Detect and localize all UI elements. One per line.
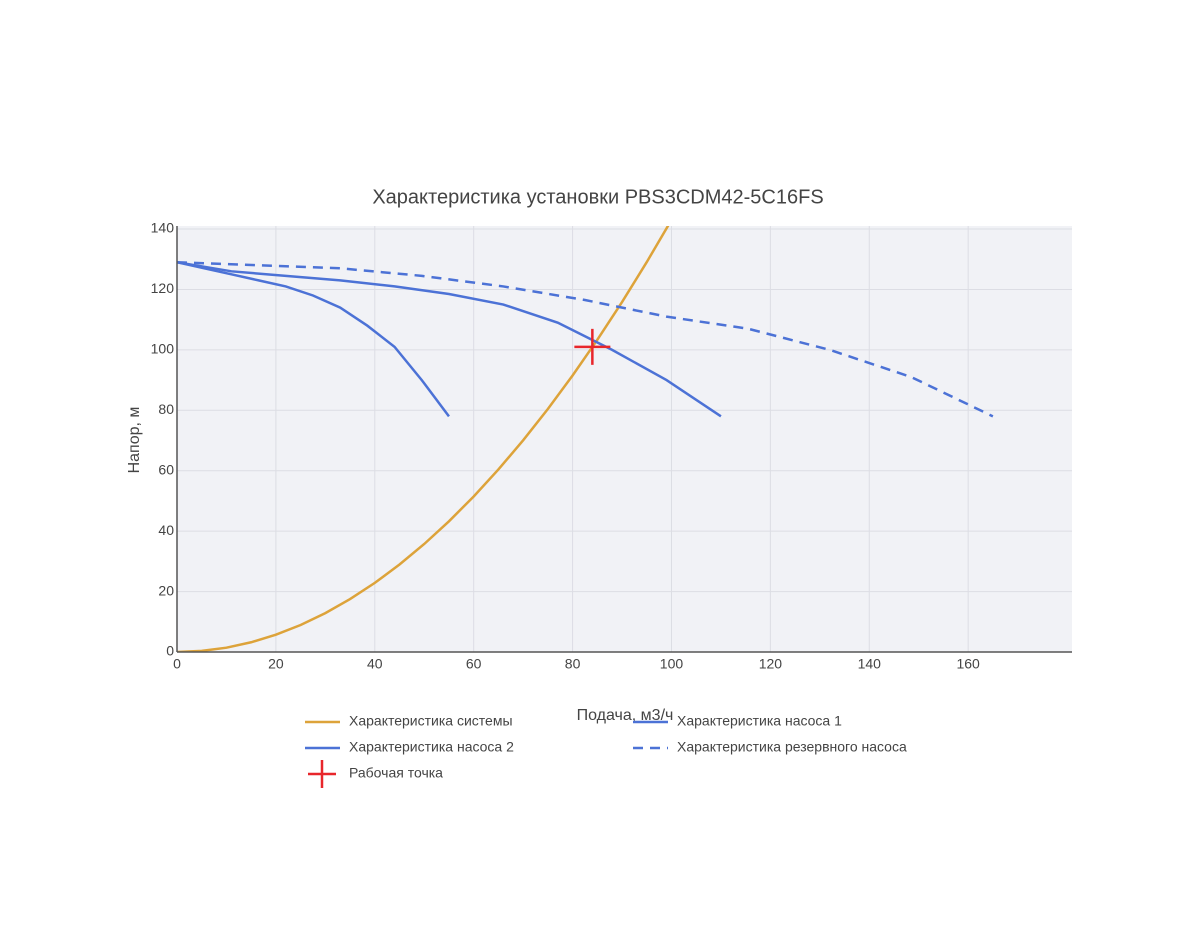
legend-label: Рабочая точка — [349, 765, 443, 781]
y-tick-label: 100 — [151, 341, 175, 357]
x-tick-label: 60 — [466, 656, 482, 672]
x-tick-label: 80 — [565, 656, 581, 672]
legend-label: Характеристика насоса 2 — [349, 739, 514, 755]
x-axis-title: Подача, м3/ч — [577, 707, 674, 724]
marker — [574, 328, 611, 365]
y-tick-label: 20 — [158, 582, 174, 598]
series-line — [177, 261, 450, 418]
y-tick-label: 140 — [151, 220, 175, 236]
y-tick-label: 60 — [158, 461, 174, 477]
chart-title: Характеристика установки PBS3CDM42-5C16F… — [372, 186, 823, 208]
y-tick-label: 80 — [158, 401, 174, 417]
marker — [308, 760, 336, 788]
x-tick-label: 120 — [759, 656, 783, 672]
y-axis-title: Напор, м — [126, 407, 143, 474]
legend-label: Характеристика насоса 1 — [677, 713, 842, 729]
x-tick-label: 0 — [173, 656, 181, 672]
x-tick-label: 160 — [956, 656, 980, 672]
legend-label: Характеристика резервного насоса — [677, 739, 907, 755]
y-tick-label: 0 — [166, 643, 174, 659]
y-tick-label: 120 — [151, 280, 175, 296]
x-tick-label: 20 — [268, 656, 284, 672]
series-line — [177, 261, 994, 418]
x-tick-label: 40 — [367, 656, 383, 672]
series-line — [177, 261, 722, 418]
series-line — [177, 226, 670, 652]
x-tick-label: 100 — [660, 656, 684, 672]
x-tick-label: 140 — [858, 656, 882, 672]
legend-label: Характеристика системы — [349, 713, 513, 729]
y-tick-label: 40 — [158, 522, 174, 538]
